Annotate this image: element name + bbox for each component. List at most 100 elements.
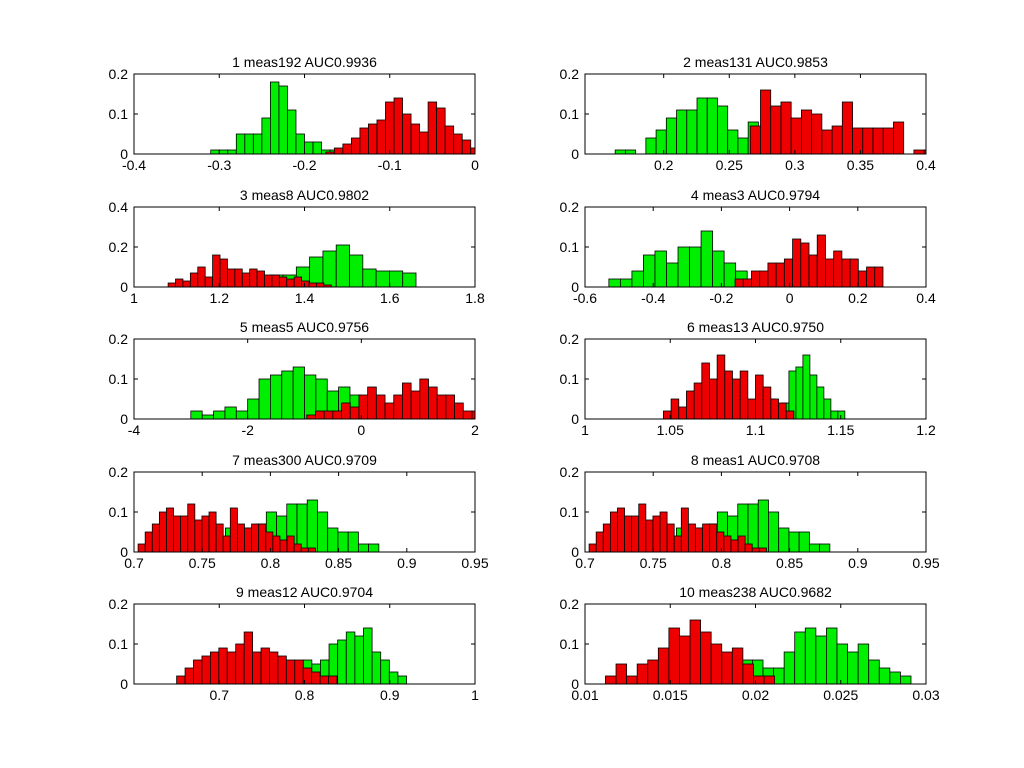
- x-tick-label: 0.3: [785, 157, 805, 173]
- histogram-bar-green: [309, 256, 324, 288]
- x-tick-label: 1.05: [657, 422, 684, 438]
- y-tick-label: 0.1: [109, 636, 129, 652]
- histogram-bar-red: [137, 543, 146, 553]
- histogram-bar-red: [323, 410, 334, 420]
- histogram-bar-green: [388, 671, 399, 685]
- histogram-bar-red: [673, 535, 682, 553]
- histogram-bar-red: [319, 675, 329, 685]
- histogram-bar-green: [700, 230, 714, 288]
- histogram-bar-red: [780, 101, 792, 155]
- histogram-bar-green: [292, 366, 305, 420]
- histogram-bar-red: [716, 531, 725, 553]
- histogram-bar-red: [258, 523, 267, 553]
- histogram-bar-green: [327, 527, 339, 553]
- subplot-title: 1 meas192 AUC0.9936: [232, 54, 377, 70]
- histogram-bar-red: [167, 282, 176, 288]
- histogram-bar-green: [322, 250, 337, 288]
- histogram-bar-red: [176, 675, 186, 685]
- y-tick-label: 0: [120, 411, 128, 427]
- histogram-bar-red: [615, 663, 628, 685]
- histogram-bar-red: [852, 127, 864, 155]
- y-tick-label: 0: [571, 544, 579, 560]
- histogram-bar-red: [444, 125, 455, 155]
- histogram-bar-green: [830, 410, 839, 420]
- histogram-bar-red: [244, 527, 252, 553]
- y-tick-label: 0.1: [109, 106, 129, 122]
- histogram-bar-green: [655, 129, 667, 155]
- x-tick-label: 1.2: [916, 422, 936, 438]
- y-tick-label: 0.1: [560, 371, 580, 387]
- histogram-bar-red: [285, 659, 296, 685]
- histogram-bar-red: [609, 511, 618, 553]
- histogram-bar-green: [889, 671, 901, 685]
- histogram-bar-red: [436, 107, 446, 155]
- histogram-bar-red: [624, 515, 633, 553]
- y-tick-label: 0.2: [560, 596, 580, 612]
- histogram-bar-red: [333, 147, 344, 155]
- histogram-bar-green: [235, 410, 249, 420]
- histogram-bar-red: [833, 250, 843, 288]
- x-tick-label: 0.02: [742, 687, 769, 703]
- histogram-bar-red: [279, 539, 288, 553]
- histogram-bar-red: [201, 655, 211, 685]
- histogram-bar-green: [287, 109, 297, 155]
- histogram-bar-red: [808, 254, 818, 288]
- histogram-bar-red: [770, 105, 782, 155]
- histogram-bar-red: [659, 511, 668, 553]
- histogram-bar-green: [235, 133, 246, 155]
- histogram-bar-red: [709, 378, 718, 420]
- y-tick-label: 0.2: [560, 66, 580, 82]
- histogram-bar-red: [862, 127, 874, 155]
- histogram-bar-red: [686, 390, 695, 420]
- histogram-bar-red: [215, 523, 224, 553]
- histogram-bar-green: [190, 410, 203, 420]
- x-tick-label: 0.75: [640, 555, 667, 571]
- histogram-bar-red: [341, 402, 351, 420]
- histogram-bar-green: [809, 374, 818, 420]
- x-tick-label: 1: [130, 290, 138, 306]
- histogram-bar-red: [811, 113, 823, 155]
- histogram-bar-red: [763, 675, 775, 685]
- histogram-bar-red: [462, 410, 473, 420]
- histogram-bar-red: [308, 282, 317, 288]
- subplot-title: 4 meas3 AUC0.9794: [691, 187, 820, 203]
- x-tick-label: 0.85: [776, 555, 803, 571]
- histogram-bar-red: [760, 89, 772, 155]
- histogram-bar-red: [410, 390, 421, 420]
- histogram-bar-green: [819, 543, 831, 553]
- histogram-bar-green: [836, 643, 848, 685]
- histogram-bar-red: [739, 370, 749, 420]
- histogram-bar-red: [731, 647, 744, 685]
- histogram-bar-red: [631, 515, 640, 553]
- histogram-bar-red: [193, 659, 203, 685]
- histogram-bar-red: [666, 523, 675, 553]
- histogram-bar-red: [294, 659, 304, 685]
- histogram-bar-green: [244, 133, 254, 155]
- histogram-bar-red: [645, 519, 654, 553]
- subplot-title: 9 meas12 AUC0.9704: [236, 584, 373, 600]
- x-tick-label: 0.01: [571, 687, 598, 703]
- histogram-bar-red: [605, 675, 617, 685]
- histogram-bar-red: [252, 651, 262, 685]
- histogram-bar-red: [410, 123, 420, 155]
- histogram-bar-green: [654, 250, 667, 288]
- x-tick-label: 0.8: [261, 555, 281, 571]
- histogram-bar-red: [849, 258, 859, 288]
- histogram-bar-red: [286, 278, 295, 288]
- histogram-bar-green: [816, 386, 825, 420]
- histogram-bar-green: [826, 627, 838, 685]
- histogram-bar-green: [794, 631, 806, 685]
- x-tick-label: 0.8: [295, 687, 315, 703]
- histogram-bar-green: [269, 81, 280, 155]
- histogram-bar-red: [709, 523, 718, 553]
- y-tick-label: 0.2: [109, 464, 129, 480]
- histogram-bar-red: [173, 515, 182, 553]
- x-tick-label: 1.4: [295, 290, 315, 306]
- histogram-bar-red: [702, 523, 711, 553]
- histogram-bar-red: [874, 266, 884, 288]
- histogram-bar-red: [670, 398, 680, 420]
- histogram-bar-red: [866, 266, 876, 288]
- x-tick-label: -0.1: [378, 157, 402, 173]
- histogram-bar-green: [218, 149, 229, 155]
- histogram-bar-red: [286, 535, 295, 553]
